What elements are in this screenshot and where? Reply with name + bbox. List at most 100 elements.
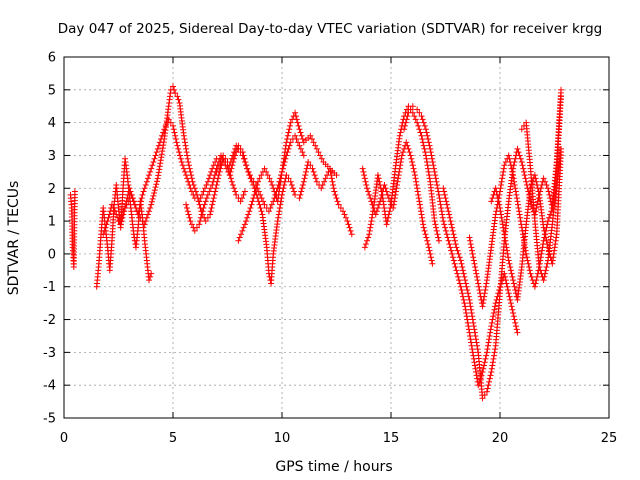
data-point	[507, 162, 514, 169]
data-point	[207, 211, 214, 218]
data-point	[383, 221, 390, 228]
data-point	[450, 231, 457, 238]
data-point	[196, 201, 203, 208]
data-point	[487, 329, 494, 336]
data-point	[517, 214, 524, 221]
data-point	[258, 172, 265, 179]
data-point	[210, 175, 217, 182]
data-point	[239, 227, 246, 234]
data-point	[244, 165, 251, 172]
data-point	[405, 145, 412, 152]
data-point	[322, 175, 329, 182]
data-point	[497, 208, 504, 215]
data-point	[122, 204, 129, 211]
data-point	[207, 185, 214, 192]
data-point	[507, 296, 514, 303]
data-point	[174, 142, 181, 149]
data-point	[233, 191, 240, 198]
data-point	[480, 300, 487, 307]
data-point	[183, 149, 190, 156]
data-point	[502, 277, 509, 284]
data-point	[401, 122, 408, 129]
data-point	[516, 152, 523, 159]
data-point	[475, 280, 482, 287]
data-point	[500, 224, 507, 231]
data-point	[471, 326, 478, 333]
data-point	[479, 303, 486, 310]
y-tick-label: 4	[48, 116, 56, 131]
data-point	[210, 178, 217, 185]
data-point	[361, 175, 368, 182]
data-point	[423, 159, 430, 166]
data-point	[222, 155, 229, 162]
data-point	[459, 290, 466, 297]
data-point	[520, 168, 527, 175]
data-point	[466, 329, 473, 336]
data-point	[509, 306, 516, 313]
data-point	[506, 155, 513, 162]
data-point	[479, 395, 486, 402]
data-point	[179, 162, 186, 169]
data-point	[297, 129, 304, 136]
data-point	[486, 378, 493, 385]
data-point	[472, 267, 479, 274]
y-tick-label: -3	[43, 346, 56, 361]
data-point	[534, 185, 541, 192]
data-point	[191, 185, 198, 192]
data-point	[487, 326, 494, 333]
data-point	[449, 224, 456, 231]
data-point	[156, 163, 163, 170]
data-point	[527, 270, 534, 277]
data-point	[411, 168, 418, 175]
data-point	[167, 119, 174, 126]
data-point	[347, 227, 354, 234]
data-point	[431, 218, 438, 225]
data-point	[460, 270, 467, 277]
data-point	[199, 208, 206, 215]
data-point	[483, 352, 490, 359]
data-point	[240, 224, 247, 231]
data-point	[377, 181, 384, 188]
data-point	[250, 195, 257, 202]
data-point	[300, 178, 307, 185]
data-point	[170, 122, 176, 129]
data-point	[104, 218, 111, 225]
data-point	[440, 218, 447, 225]
data-point	[439, 214, 446, 221]
data-point	[440, 185, 447, 192]
data-point	[367, 221, 374, 228]
data-point	[423, 234, 430, 241]
data-point	[172, 132, 179, 139]
data-point	[176, 152, 183, 159]
data-point	[197, 214, 204, 221]
data-point	[385, 211, 392, 218]
data-point	[483, 388, 490, 395]
data-point	[407, 152, 414, 159]
data-point	[438, 208, 445, 215]
data-point	[467, 332, 474, 339]
data-point	[201, 201, 208, 208]
data-point	[210, 195, 217, 202]
data-point	[533, 178, 540, 185]
data-point	[364, 185, 371, 192]
data-point	[142, 181, 149, 188]
data-point	[368, 218, 375, 225]
data-point	[274, 218, 281, 225]
axis-ticks: 0 5 10 15 20 25 -5 -4 -3 -2 -1 0 1 2 3 4 5 6	[43, 51, 617, 447]
x-tick-label: 10	[274, 431, 291, 446]
data-point	[544, 185, 551, 192]
data-point	[510, 313, 517, 320]
data-point	[419, 136, 426, 143]
data-point	[475, 283, 482, 290]
data-point	[414, 119, 421, 126]
data-point	[231, 185, 238, 192]
data-point	[188, 221, 195, 228]
data-point	[232, 188, 239, 195]
data-point	[445, 237, 452, 244]
data-point	[471, 362, 478, 369]
data-point	[483, 280, 490, 287]
data-point	[319, 181, 326, 188]
data-point	[412, 116, 419, 123]
data-point	[126, 185, 133, 192]
data-point	[418, 113, 425, 120]
